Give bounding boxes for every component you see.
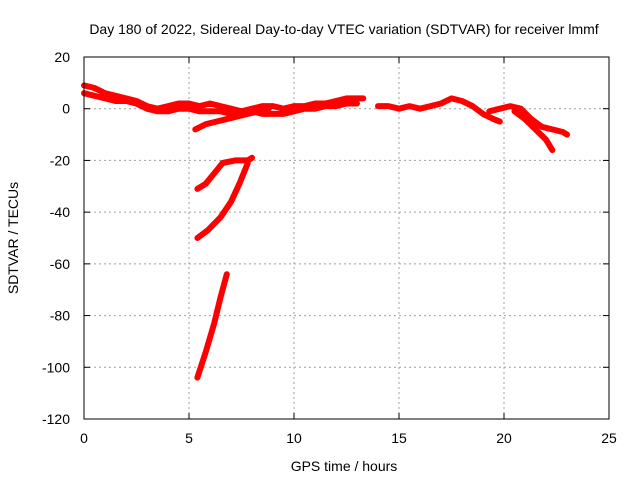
- y-tick-label: -40: [50, 204, 70, 220]
- grid-lines: [84, 57, 609, 419]
- x-tick-label: 0: [80, 430, 88, 446]
- series-right-band-b: [486, 103, 570, 138]
- chart-title: Day 180 of 2022, Sidereal Day-to-day VTE…: [89, 21, 598, 37]
- series-branch-minus-50: [194, 160, 251, 241]
- y-tick-label: -120: [42, 411, 70, 427]
- x-axis-ticks: 0 5 10 15 20 25: [80, 57, 617, 446]
- data-series: [81, 82, 570, 381]
- series-main-band-b: [81, 90, 360, 117]
- y-tick-label: -80: [50, 308, 70, 324]
- y-axis-ticks: 20 0 -20 -40 -60 -80 -100 -120: [42, 49, 609, 427]
- series-dip-branch: [192, 105, 272, 133]
- y-tick-label: -20: [50, 152, 70, 168]
- x-tick-label: 25: [601, 430, 617, 446]
- y-axis-label: SDTVAR / TECUs: [5, 182, 21, 294]
- x-tick-label: 15: [391, 430, 407, 446]
- y-tick-label: -100: [42, 359, 70, 375]
- y-tick-label: 20: [54, 49, 70, 65]
- y-tick-label: 0: [62, 101, 70, 117]
- plot-frame: [83, 56, 610, 420]
- series-branch-minus-100: [194, 271, 230, 381]
- y-tick-label: -60: [50, 256, 70, 272]
- x-axis-label: GPS time / hours: [291, 458, 398, 474]
- x-tick-label: 20: [496, 430, 512, 446]
- series-right-band-c: [511, 108, 556, 154]
- x-tick-label: 10: [286, 430, 302, 446]
- x-tick-label: 5: [185, 430, 193, 446]
- series-right-band-a: [375, 95, 503, 125]
